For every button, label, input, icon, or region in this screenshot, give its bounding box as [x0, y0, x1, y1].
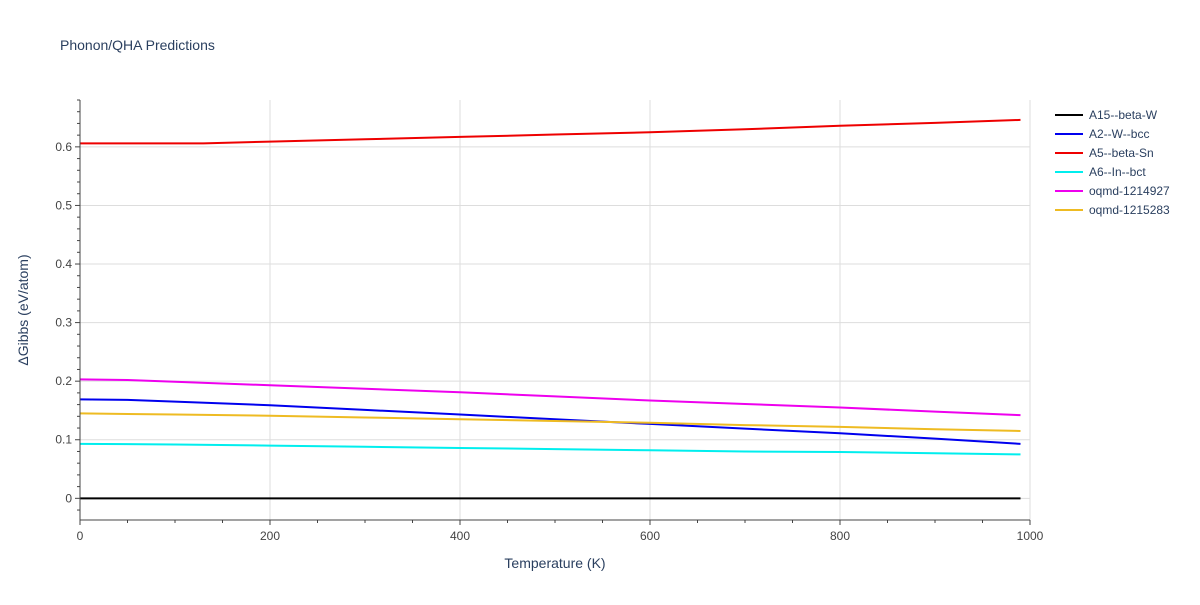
y-tick-label: 0.2 [55, 374, 72, 388]
y-tick-label: 0.5 [55, 198, 72, 212]
legend-label: A2--W--bcc [1089, 127, 1149, 141]
y-tick-label: 0.3 [55, 316, 72, 330]
legend-item[interactable]: A2--W--bcc [1055, 127, 1149, 141]
legend-item[interactable]: A5--beta-Sn [1055, 146, 1154, 160]
x-tick-label: 0 [77, 529, 84, 543]
y-tick-label: 0.4 [55, 257, 72, 271]
series-layer [79, 118, 1021, 500]
x-tick-label: 400 [450, 529, 470, 543]
chart-title: Phonon/QHA Predictions [60, 37, 215, 53]
legend[interactable]: A15--beta-W A2--W--bcc A5--beta-Sn A6--In--… [1055, 108, 1170, 217]
y-tick-labels: 0 0.1 0.2 0.3 0.4 0.5 0.6 [55, 140, 72, 505]
x-tick-labels: 0 200 400 600 800 1000 [77, 529, 1044, 543]
legend-item[interactable]: oqmd-1215283 [1055, 203, 1170, 217]
legend-label: A6--In--bct [1089, 165, 1146, 179]
grid-layer [80, 100, 1031, 520]
x-tick-label: 600 [640, 529, 660, 543]
y-tick-label: 0.6 [55, 140, 72, 154]
series-line-oqmd-1215283[interactable] [79, 412, 1021, 432]
x-tick-label: 800 [830, 529, 850, 543]
legend-item[interactable]: A6--In--bct [1055, 165, 1146, 179]
axis-layer [75, 99, 1031, 525]
x-tick-label: 1000 [1017, 529, 1044, 543]
legend-label: oqmd-1215283 [1089, 203, 1170, 217]
legend-label: A15--beta-W [1089, 108, 1158, 122]
y-tick-label: 0.1 [55, 433, 72, 447]
y-axis-title: ΔGibbs (eV/atom) [15, 254, 31, 365]
legend-label: A5--beta-Sn [1089, 146, 1154, 160]
series-line-oqmd-1214927[interactable] [79, 378, 1021, 417]
x-axis-title: Temperature (K) [504, 555, 605, 571]
series-line-A6--In--bct[interactable] [79, 442, 1021, 456]
series-line-A5--beta-Sn[interactable] [80, 118, 1021, 145]
legend-label: oqmd-1214927 [1089, 184, 1170, 198]
legend-item[interactable]: A15--beta-W [1055, 108, 1158, 122]
x-tick-label: 200 [260, 529, 280, 543]
y-tick-label: 0 [65, 491, 72, 505]
series-line-A2--W--bcc[interactable] [79, 398, 1021, 445]
legend-item[interactable]: oqmd-1214927 [1055, 184, 1170, 198]
